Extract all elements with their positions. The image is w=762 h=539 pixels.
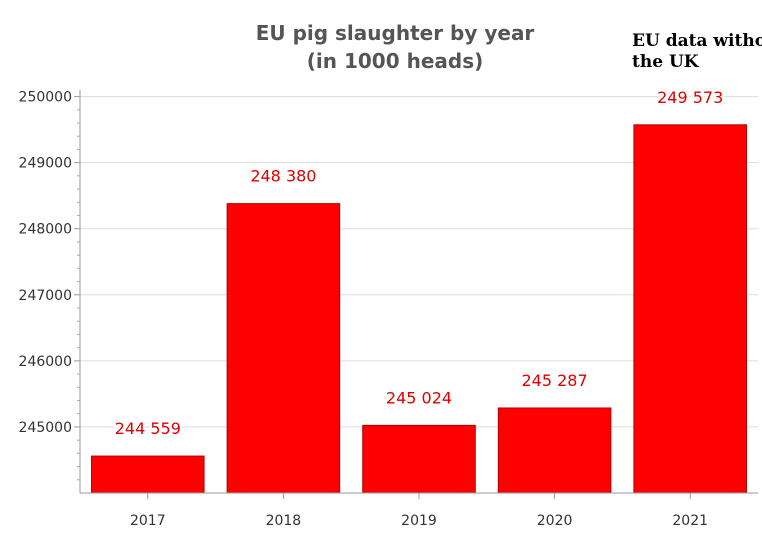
data-label-2021: 249 573 (657, 88, 723, 107)
y-tick-label: 247000 (19, 288, 72, 304)
bar-2017 (91, 455, 205, 494)
y-tick-label: 249000 (19, 156, 72, 172)
data-label-2019: 245 024 (386, 388, 452, 407)
bar-2021 (633, 124, 747, 494)
data-label-2017: 244 559 (115, 419, 181, 438)
chart-note-line-1: EU data witho (632, 31, 762, 51)
data-label-2018: 248 380 (250, 167, 316, 186)
x-tick-label: 2018 (266, 513, 302, 529)
chart-note-line-2: the UK (632, 52, 700, 72)
x-tick-label: 2020 (537, 513, 573, 529)
data-label-2020: 245 287 (522, 371, 588, 390)
x-tick-label: 2021 (672, 513, 708, 529)
bar-2018 (226, 203, 341, 494)
chart-title-line-1: EU pig slaughter by year (256, 21, 535, 45)
y-tick-label: 248000 (19, 222, 72, 238)
y-tick-label: 250000 (19, 90, 72, 106)
y-minor-ticks (77, 109, 80, 481)
x-tick-label: 2017 (130, 513, 166, 529)
chart-title-line-2: (in 1000 heads) (307, 49, 483, 73)
data-labels: 244 559 248 380 245 024 245 287 249 573 (112, 85, 726, 440)
y-tick-label: 246000 (19, 354, 72, 370)
x-tick-label: 2019 (401, 513, 437, 529)
y-tick-label: 245000 (19, 420, 72, 436)
bars (91, 124, 747, 494)
bar-2019 (362, 424, 476, 494)
bar-2020 (497, 407, 612, 494)
axes: 245000 246000 247000 248000 249000 250000 2017… (19, 90, 758, 529)
